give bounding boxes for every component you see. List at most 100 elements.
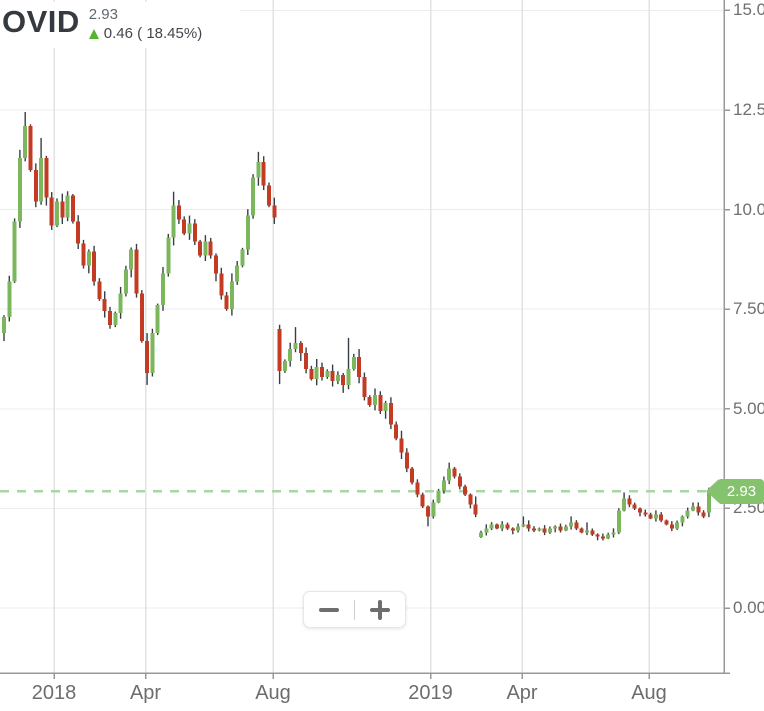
candle [229,273,234,316]
candle [590,528,595,536]
candle [463,484,468,497]
candle [457,473,462,490]
candle [574,520,579,531]
last-price-tag: 2.93 [706,478,764,504]
up-arrow-icon [88,28,99,39]
candle [606,532,611,540]
candle [145,333,150,385]
candle [595,533,600,541]
candle [7,275,12,322]
candle [696,502,701,516]
candle [404,448,409,473]
zoom-out-button[interactable] [304,592,354,627]
x-axis-tick-label: 2019 [408,682,453,704]
candle [494,523,499,530]
candle [176,200,181,224]
candle [558,523,563,533]
candle [267,182,271,208]
candle [261,156,266,191]
candle [510,527,515,535]
candle [484,524,489,536]
candle [526,520,531,532]
candle [346,337,351,390]
candle [113,311,118,328]
candle [182,216,187,236]
candle [330,364,335,387]
candle [553,525,558,533]
candle [643,509,648,517]
candle [447,462,452,485]
candle [378,391,383,414]
candle [155,303,160,336]
y-axis-tick-label: 10.00 [733,199,764,219]
candle [235,260,240,285]
chart-header: OVID 2.93 0.46 ( 18.45%) [0,2,240,48]
candle [685,507,690,519]
candle [648,512,653,520]
price-tag-arrow-icon [706,478,719,503]
candle [123,265,128,297]
zoom-divider [354,599,355,620]
candle [431,499,436,519]
candle [320,362,324,381]
y-axis-tick-label: 12.50 [733,100,764,119]
x-axis-tick-label: Apr [506,682,538,704]
candle [55,198,59,228]
candle [473,496,478,518]
candle [129,247,134,278]
candle [399,430,404,459]
y-axis-tick-label: 7.50 [733,299,764,319]
candle [616,508,621,535]
candle [277,324,282,385]
candle [489,522,494,531]
candle [669,521,674,532]
candle [622,492,627,512]
x-axis-tick-label: Aug [631,682,667,704]
candle [585,522,589,536]
candle [653,510,658,522]
ticker-symbol: OVID [2,4,80,39]
candle [532,526,536,533]
candle [563,524,568,532]
candle [680,515,685,527]
candle [441,476,446,494]
candle [60,193,65,224]
candle [569,516,574,530]
candle [675,520,680,530]
candle [426,505,430,527]
candle [245,209,250,256]
candle [516,523,521,533]
candle [161,266,165,311]
candle [627,495,632,508]
candle [203,235,208,261]
candle [139,290,144,343]
candle [357,349,362,384]
candle [12,218,17,283]
candle [542,525,547,536]
y-axis-tick-label: 5.00 [733,398,764,418]
candle [314,359,319,386]
candle [192,219,197,246]
candle [362,372,367,401]
candle [579,527,584,534]
candle [49,192,54,230]
candle [600,533,605,541]
candle [97,278,102,301]
candle [351,353,356,371]
candle [452,466,457,479]
candle [2,315,6,342]
y-axis-tick-label: 15.00 [733,0,764,20]
candle [70,194,75,224]
price-change-row: 0.46 ( 18.45%) [88,25,202,42]
zoom-in-button[interactable] [355,592,405,627]
candle [208,237,213,259]
candle [547,526,552,534]
candle [65,191,70,222]
candle [415,479,420,498]
candle [373,388,377,411]
candle [304,347,309,374]
candle [92,245,97,286]
candle [659,512,664,523]
